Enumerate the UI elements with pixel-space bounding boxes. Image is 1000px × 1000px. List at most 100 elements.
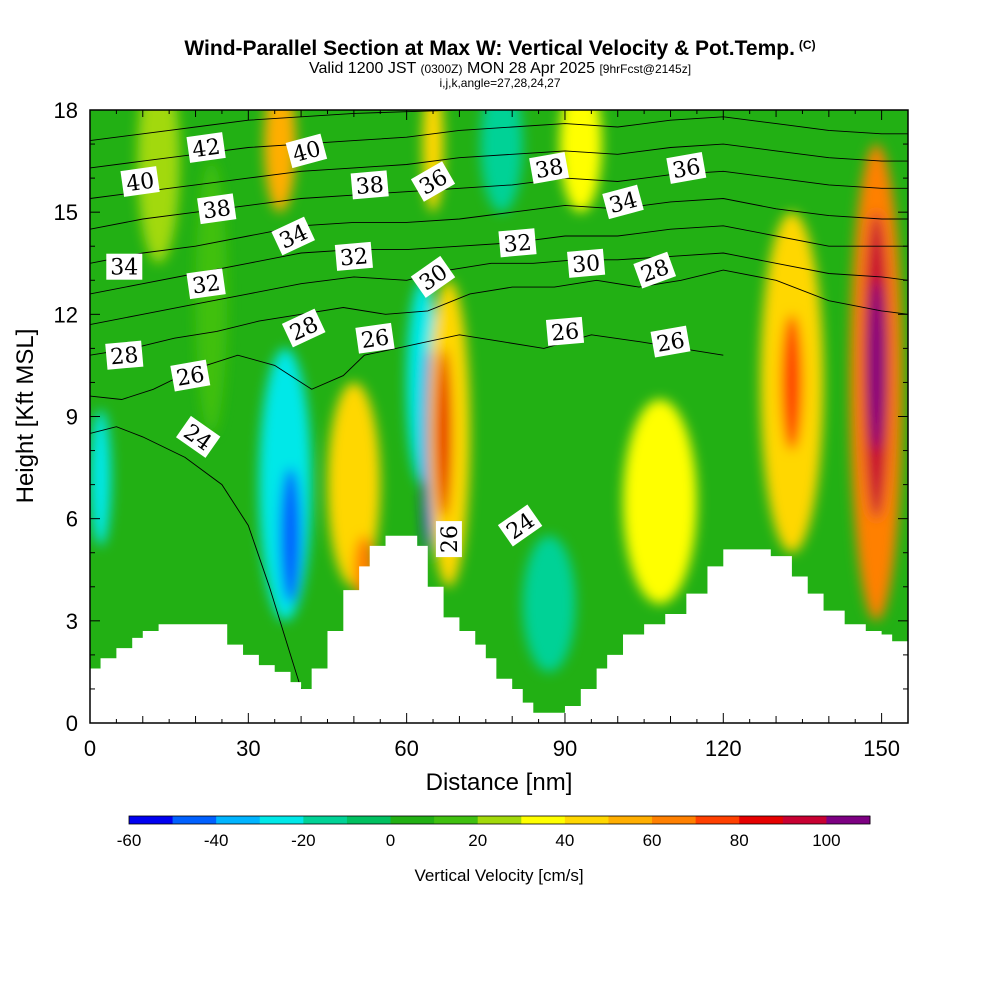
chart-title: Wind-Parallel Section at Max W: Vertical… [0, 38, 1000, 59]
y-tick-label: 6 [66, 507, 78, 532]
theta-label-text: 42 [191, 135, 222, 164]
theta-label-text: 32 [191, 271, 222, 300]
colorbar-tick-label: 100 [812, 831, 840, 850]
chart-subtitle-valid: Valid 1200 JST (0300Z) MON 28 Apr 2025 [… [0, 61, 1000, 77]
theta-label-11: 28 [105, 340, 144, 370]
theta-label-box [497, 504, 543, 547]
colorbar-swatch [782, 816, 827, 824]
colorbar-swatch [695, 816, 740, 824]
theta-label-3: 40 [285, 133, 328, 169]
theta-label-23: 26 [650, 325, 691, 358]
colorbar-swatch [346, 816, 392, 824]
theta-label-text: 26 [360, 325, 391, 354]
x-tick-label: 30 [236, 736, 260, 761]
theta-label-22: 26 [545, 316, 585, 347]
terrain-mask [90, 535, 908, 723]
colorbar-swatch [608, 816, 653, 824]
y-axis-title: Height [Kft MSL] [12, 329, 39, 504]
valid-time-prefix: Valid 1200 JST [308, 60, 416, 77]
w-cell-0 [90, 409, 112, 546]
x-tick-label: 120 [705, 736, 742, 761]
theta-label-text: 28 [109, 343, 139, 370]
theta-label-text: 32 [503, 231, 533, 258]
colorbar-swatch [216, 816, 261, 824]
x-tick-label: 90 [553, 736, 577, 761]
colorbar-frame [128, 815, 871, 825]
y-tick-label: 9 [66, 405, 78, 430]
theta-label-text: 30 [571, 251, 601, 278]
theta-label-text: 26 [655, 328, 687, 357]
theta-label-text: 36 [671, 155, 703, 184]
theta-label-text: 38 [533, 155, 565, 184]
theta-label-9: 32 [334, 241, 373, 272]
theta-label-24: 26 [435, 521, 463, 558]
colorbar-tick-label: 80 [730, 831, 749, 850]
theta-label-box [633, 251, 677, 289]
theta-label-box [435, 521, 462, 558]
theta-label-15: 24 [175, 415, 221, 458]
theta-label-4: 34 [106, 253, 143, 281]
theta-label-text: 26 [175, 362, 207, 391]
theta-label-19: 36 [666, 151, 707, 184]
theta-label-box [410, 255, 456, 298]
chart-title-block: Wind-Parallel Section at Max W: Vertical… [0, 38, 1000, 89]
theta-label-box [285, 133, 328, 169]
colorbar-tick-label: -60 [117, 831, 142, 850]
theta-label-1: 42 [186, 132, 226, 164]
copyright-mark: (C) [798, 37, 816, 52]
x-axis: 0 30 60 90 120 150 [84, 110, 900, 761]
theta-label-box [175, 415, 221, 458]
theta-label-18: 34 [602, 184, 644, 220]
theta-label-12: 26 [170, 359, 211, 392]
theta-label-text: 32 [339, 244, 369, 271]
x-tick-label: 150 [863, 736, 900, 761]
theta-label-box [666, 151, 707, 184]
theta-label-box [197, 193, 237, 225]
theta-label-0: 40 [120, 166, 160, 198]
colorbar-swatch [739, 816, 784, 824]
theta-label-box [105, 340, 144, 370]
valid-date: MON 28 Apr 2025 [466, 60, 596, 77]
x-tick-label: 0 [84, 736, 96, 761]
theta-label-box [334, 241, 373, 271]
theta-contour-24 [90, 426, 302, 690]
theta-label-box [106, 253, 143, 280]
colorbar-swatch [434, 816, 479, 824]
w-cell-21 [868, 280, 885, 451]
w-cell-4 [279, 467, 302, 604]
theta-contour-30 [90, 252, 908, 326]
theta-label-box [410, 161, 456, 202]
theta-label-box [602, 184, 644, 220]
colorbar-tick-label: -20 [291, 831, 316, 850]
w-cell-11 [435, 348, 452, 519]
theta-label-box [186, 132, 226, 163]
theta-label-text: 40 [125, 169, 156, 198]
valid-time-utc: (0300Z) [420, 62, 463, 76]
theta-label-text: 26 [438, 525, 463, 553]
w-cell-13 [480, 110, 523, 213]
colorbar-swatch [390, 816, 435, 824]
colorbar-swatch [303, 816, 348, 824]
theta-label-box [271, 216, 316, 256]
theta-label-box [529, 151, 570, 184]
colorbar-swatch [652, 816, 697, 824]
theta-label-box [650, 325, 691, 358]
y-tick-label: 18 [54, 98, 78, 123]
theta-label-box [350, 170, 389, 200]
chart-index-info: i,j,k,angle=27,28,24,27 [439, 76, 561, 90]
theta-label-2: 38 [197, 193, 237, 225]
y-tick-label: 0 [66, 711, 78, 736]
theta-label-box [545, 316, 585, 346]
theta-label-box [498, 228, 537, 258]
theta-contour-34 [90, 198, 908, 264]
w-cell-15 [522, 535, 576, 672]
chart-title-main: Wind-Parallel Section at Max W: Vertical… [184, 37, 795, 60]
colorbar-tick-label: 40 [555, 831, 574, 850]
w-cell-5 [264, 110, 296, 213]
x-axis-title: Distance [nm] [426, 769, 573, 796]
w-cell-14 [559, 110, 602, 213]
theta-contour-28 [90, 269, 908, 356]
